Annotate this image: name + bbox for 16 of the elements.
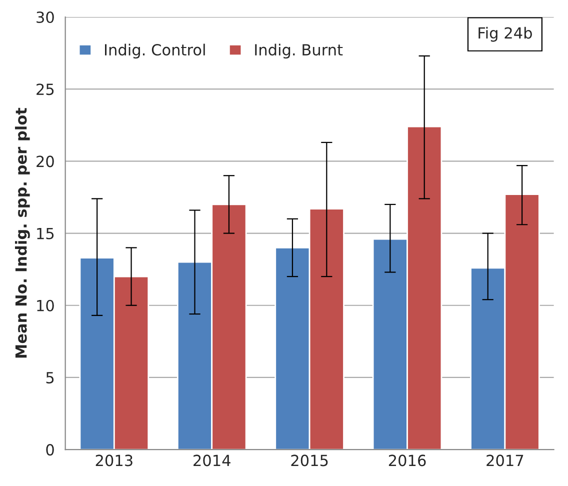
y-tick-label: 25 bbox=[36, 84, 54, 96]
y-tick-label: 10 bbox=[37, 300, 54, 312]
x-tick-label: 2017 bbox=[486, 454, 524, 466]
y-tick-label: 30 bbox=[36, 11, 54, 24]
x-tick-label: 2016 bbox=[388, 454, 426, 466]
y-axis-title: Mean No. Indig. spp. per plot bbox=[15, 108, 30, 358]
legend-label: Indig. Control bbox=[105, 44, 205, 59]
legend-label: Indig. Burnt bbox=[255, 44, 343, 59]
annotation: Fig 24b bbox=[478, 26, 532, 42]
y-tick-label: 20 bbox=[36, 156, 54, 168]
y-tick-label: 15 bbox=[37, 228, 54, 240]
y-tick-label: 5 bbox=[46, 372, 54, 384]
x-tick-label: 2015 bbox=[291, 454, 328, 466]
x-tick-label: 2014 bbox=[194, 454, 230, 466]
y-tick-label: 0 bbox=[46, 444, 54, 456]
x-tick-label: 2013 bbox=[96, 454, 132, 466]
